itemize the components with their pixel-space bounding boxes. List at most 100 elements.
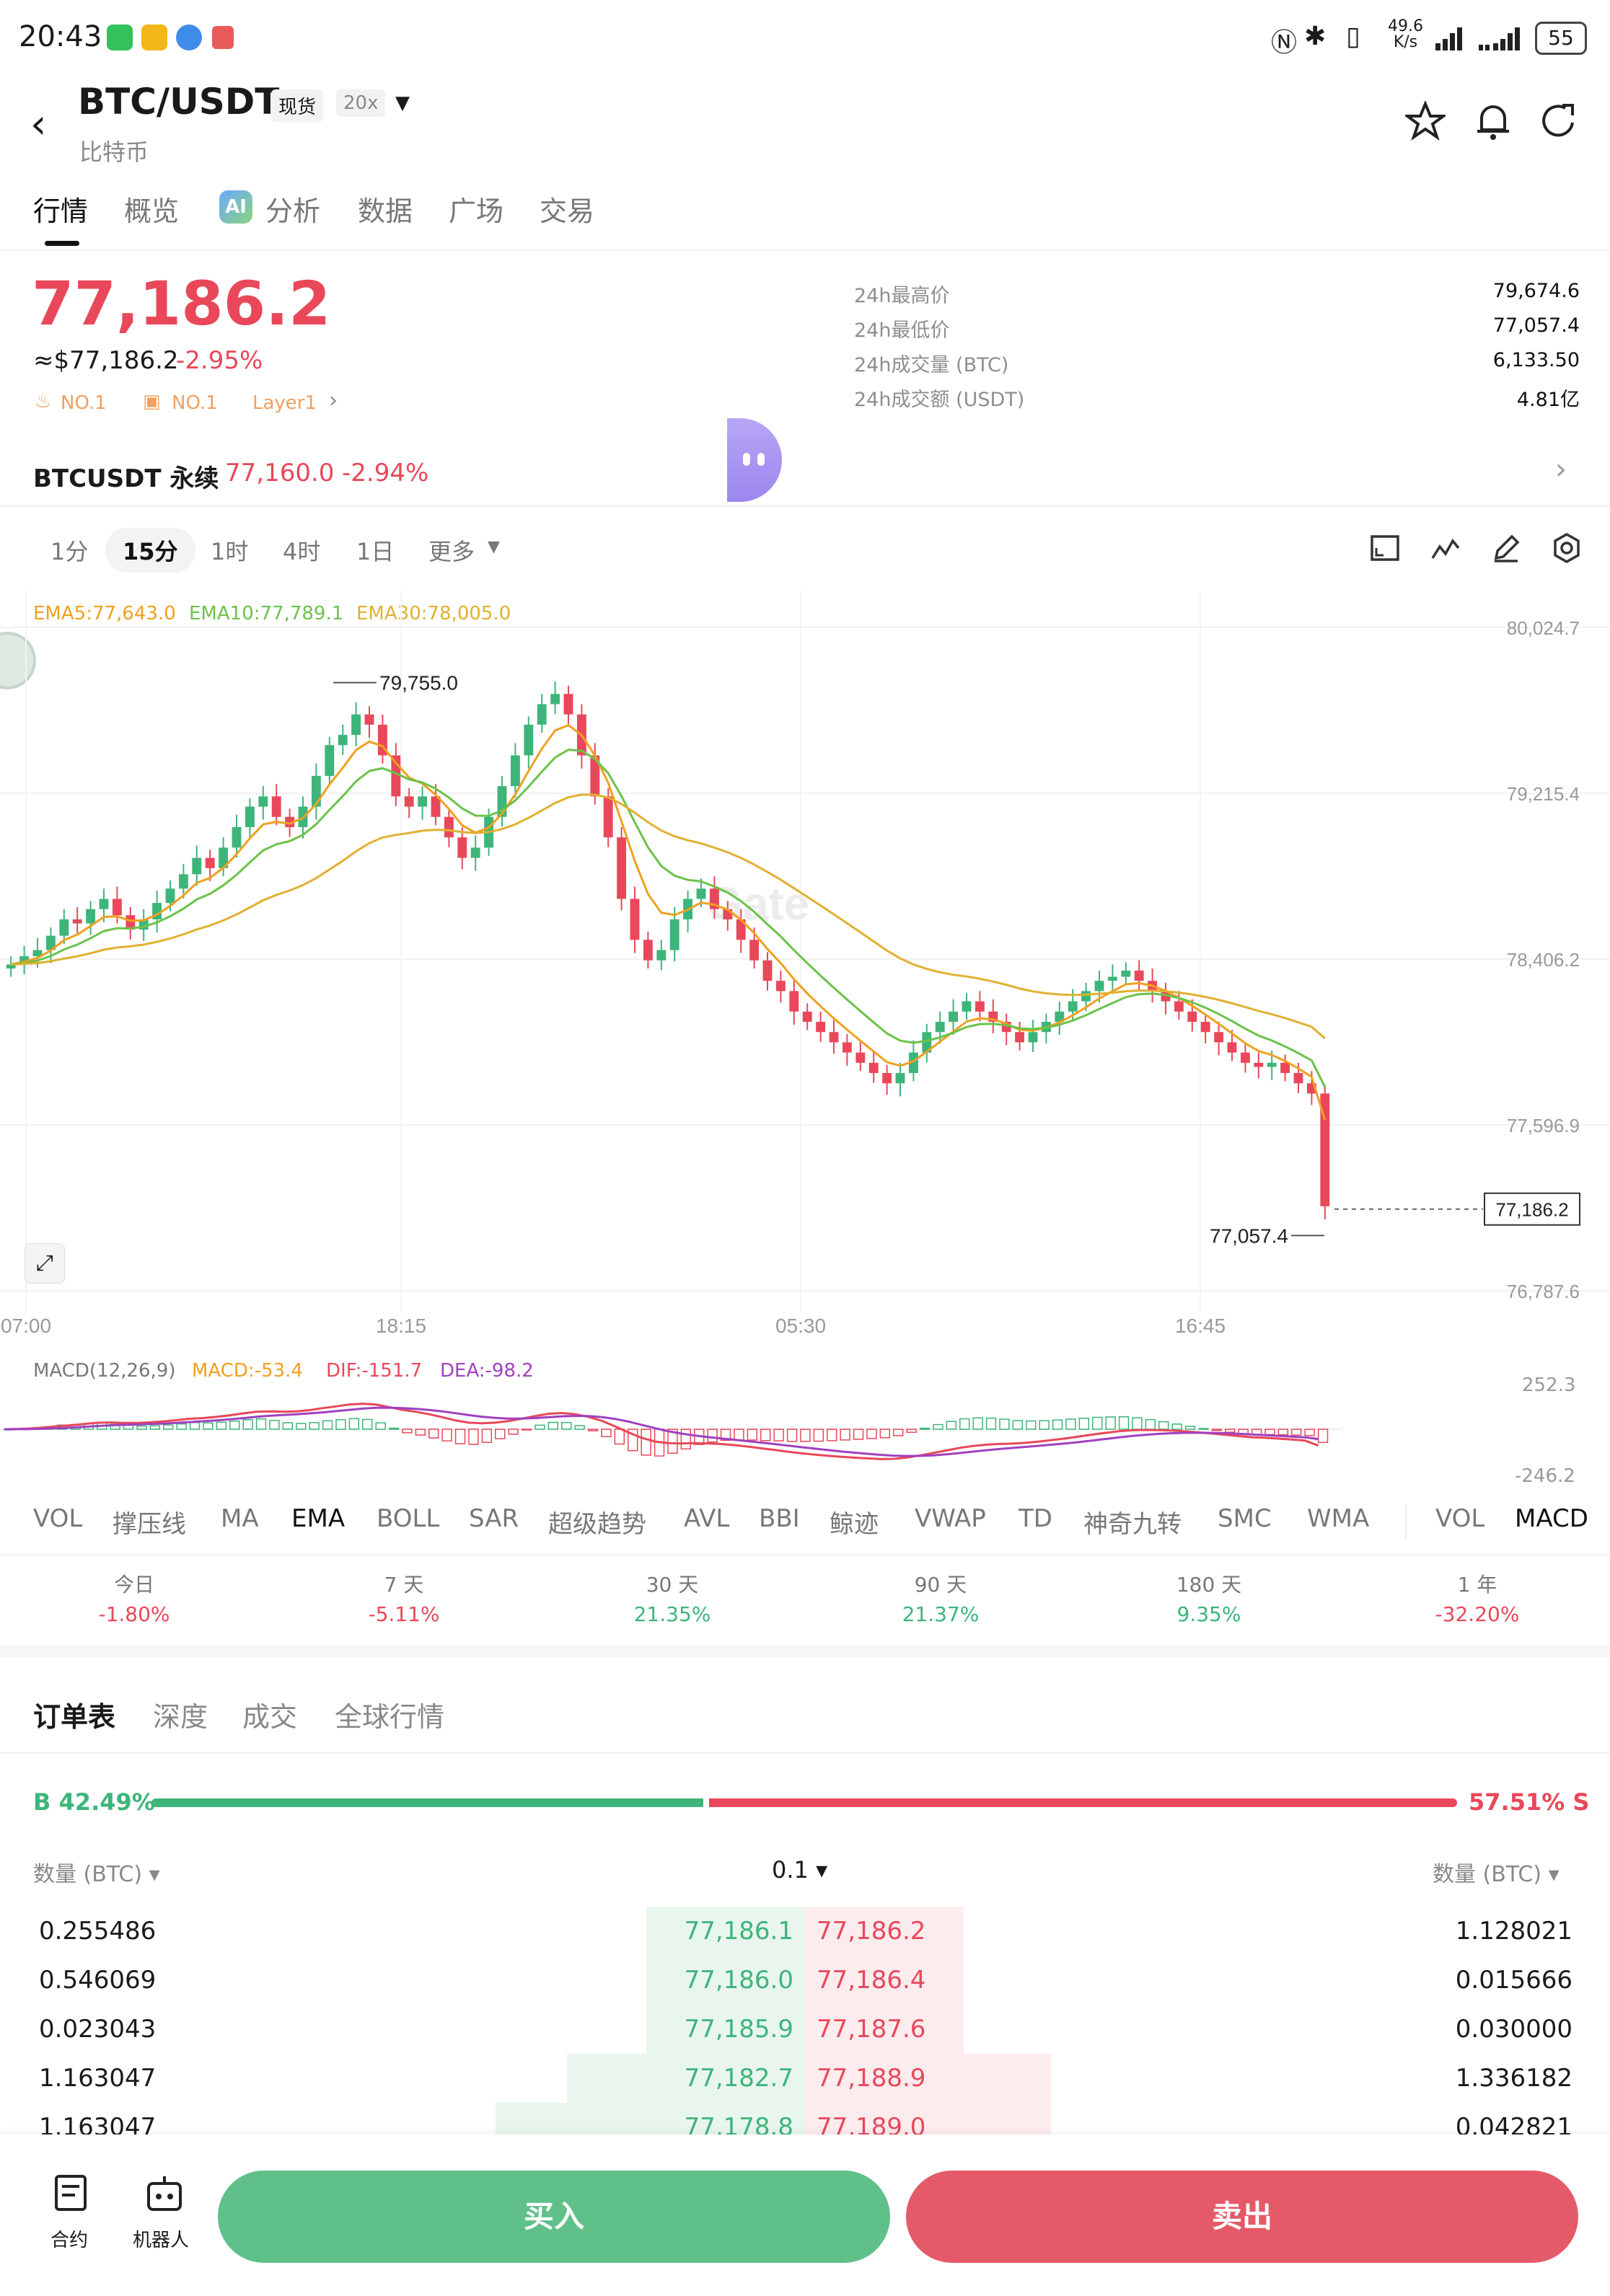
- back-icon[interactable]: ‹: [30, 101, 47, 148]
- candle-body: [656, 950, 667, 961]
- pair-title[interactable]: BTC/USDT: [78, 81, 280, 123]
- contract-label[interactable]: 合约: [50, 2230, 89, 2251]
- indicator-sar[interactable]: SAR: [469, 1504, 519, 1533]
- ema5-line: [10, 723, 1327, 1121]
- perp-name[interactable]: BTCUSDT 永续: [33, 464, 219, 493]
- orderbook-row[interactable]: 1.163047 77,178.8 77,189.0 0.042821: [0, 2103, 1610, 2137]
- rank-badge-1[interactable]: NO.1: [61, 392, 107, 414]
- candle-body: [1161, 991, 1171, 1002]
- tab-overview[interactable]: 概览: [124, 195, 180, 227]
- perp-chevron-icon[interactable]: ›: [1555, 453, 1567, 486]
- sell-button[interactable]: 卖出: [906, 2171, 1578, 2263]
- candlestick-chart[interactable]: Gate 80,024.7 79,215.4 78,406.2 77,596.9 76,…: [0, 591, 1610, 1334]
- indicator-avl[interactable]: AVL: [684, 1504, 730, 1533]
- bid-price: 77,186.1: [684, 1917, 793, 1946]
- macd-bar: [707, 1429, 718, 1443]
- macd-bar: [415, 1429, 426, 1436]
- macd-bar: [136, 1425, 147, 1430]
- share-icon[interactable]: [1539, 101, 1580, 141]
- orderbook-row[interactable]: 1.163047 77,182.7 77,188.9 1.336182: [0, 2054, 1610, 2103]
- timeframe-1d[interactable]: 1日: [356, 538, 395, 565]
- tab-market[interactable]: 行情: [33, 195, 89, 227]
- macd-bar: [1158, 1421, 1169, 1430]
- sector-tag[interactable]: Layer1: [252, 392, 317, 414]
- indicator-magic-nine[interactable]: 神奇九转: [1083, 1510, 1182, 1539]
- indicator-whale[interactable]: 鲸迹: [830, 1510, 879, 1539]
- last-price-label: 77,186.2: [1495, 1199, 1568, 1221]
- candle-body: [338, 735, 348, 746]
- buy-button[interactable]: 买入: [218, 2171, 890, 2263]
- bell-icon[interactable]: [1474, 101, 1512, 141]
- indicator-bbi[interactable]: BBI: [759, 1504, 800, 1533]
- macd-bar: [189, 1422, 201, 1430]
- bid-depth-bar: [646, 1956, 805, 2005]
- candle-body: [285, 816, 295, 828]
- orderbook-row[interactable]: 0.546069 77,186.0 77,186.4 0.015666: [0, 1956, 1610, 2005]
- draw-pen-icon[interactable]: [1490, 532, 1522, 564]
- indicator-support[interactable]: 撑压线: [113, 1510, 186, 1539]
- ema30-legend: EMA30:78,005.0: [356, 603, 511, 624]
- indicator-icon[interactable]: [1430, 532, 1461, 564]
- tab-square[interactable]: 广场: [449, 195, 504, 227]
- macd-bar: [1184, 1426, 1196, 1430]
- contract-icon[interactable]: [53, 2173, 89, 2214]
- timeframe-1m[interactable]: 1分: [50, 538, 89, 565]
- orderbook-row[interactable]: 0.255486 77,186.1 77,186.2 1.128021: [0, 1907, 1610, 1956]
- macd-bar: [800, 1429, 811, 1442]
- tab-trade[interactable]: 交易: [540, 195, 595, 227]
- timeframe-4h[interactable]: 4时: [283, 538, 321, 565]
- tab-trades[interactable]: 成交: [242, 1701, 298, 1733]
- ask-qty-header[interactable]: 数量 (BTC) ▾: [1433, 1862, 1560, 1887]
- fire-icon: ♨: [35, 391, 52, 412]
- chart-watermark: Gate: [707, 878, 809, 930]
- timeframe-15m[interactable]: 15分: [105, 528, 195, 573]
- candle-body: [219, 847, 229, 868]
- tab-data[interactable]: 数据: [358, 195, 413, 227]
- star-icon[interactable]: [1405, 101, 1446, 141]
- indicator-vol[interactable]: VOL: [33, 1504, 83, 1533]
- tab-analysis[interactable]: 分析: [265, 195, 321, 227]
- macd-label: MACD(12,26,9): [33, 1360, 176, 1382]
- sub-indicator-vol[interactable]: VOL: [1435, 1504, 1485, 1533]
- indicator-smc[interactable]: SMC: [1218, 1504, 1272, 1533]
- x-tick-label: 07:00: [1, 1315, 51, 1334]
- robot-icon[interactable]: [144, 2173, 185, 2214]
- expand-chart-icon[interactable]: ⤢: [25, 1243, 65, 1284]
- macd-bar: [1132, 1417, 1143, 1430]
- indicator-boll[interactable]: BOLL: [377, 1504, 440, 1533]
- indicator-ma[interactable]: MA: [221, 1504, 259, 1533]
- indicator-wma[interactable]: WMA: [1307, 1504, 1370, 1533]
- macd-bar: [296, 1423, 307, 1430]
- leverage-tag[interactable]: 20x: [336, 89, 386, 117]
- tab-orderbook[interactable]: 订单表: [33, 1701, 116, 1733]
- macd-bar: [601, 1429, 612, 1438]
- indicator-vwap[interactable]: VWAP: [915, 1504, 986, 1533]
- tab-depth[interactable]: 深度: [153, 1701, 208, 1733]
- indicator-ema[interactable]: EMA: [291, 1504, 346, 1533]
- bid-qty-header[interactable]: 数量 (BTC) ▾: [33, 1862, 160, 1887]
- more-chevron-icon[interactable]: ▼: [488, 538, 500, 556]
- indicator-td[interactable]: TD: [1019, 1504, 1052, 1533]
- timeframe-more[interactable]: 更多: [428, 538, 475, 565]
- macd-bar: [375, 1422, 386, 1430]
- ask-price: 77,186.2: [817, 1917, 926, 1946]
- orderbook-row[interactable]: 0.023043 77,185.9 77,187.6 0.030000: [0, 2005, 1610, 2054]
- robot-label[interactable]: 机器人: [133, 2230, 190, 2251]
- floating-assistant-icon[interactable]: [727, 418, 782, 502]
- chevron-right-icon[interactable]: ›: [329, 388, 338, 413]
- macd-bar: [495, 1429, 506, 1439]
- candle-body: [975, 1001, 985, 1012]
- sub-indicator-macd[interactable]: MACD: [1515, 1504, 1588, 1533]
- perf-value: -1.80%: [98, 1602, 170, 1626]
- indicator-supertrend[interactable]: 超级趋势: [548, 1510, 646, 1539]
- y-tick-label: 78,406.2: [1507, 949, 1580, 971]
- timeframe-1h[interactable]: 1时: [211, 538, 249, 565]
- tab-global-market[interactable]: 全球行情: [335, 1701, 445, 1733]
- precision-select[interactable]: 0.1 ▾: [772, 1856, 828, 1884]
- candle-body: [245, 806, 255, 828]
- perf-label: 30 天: [646, 1573, 699, 1597]
- rank-badge-2[interactable]: NO.1: [172, 392, 218, 414]
- fullscreen-icon[interactable]: [1369, 532, 1401, 564]
- settings-gear-icon[interactable]: [1551, 532, 1583, 564]
- chevron-down-icon[interactable]: ▼: [395, 92, 410, 114]
